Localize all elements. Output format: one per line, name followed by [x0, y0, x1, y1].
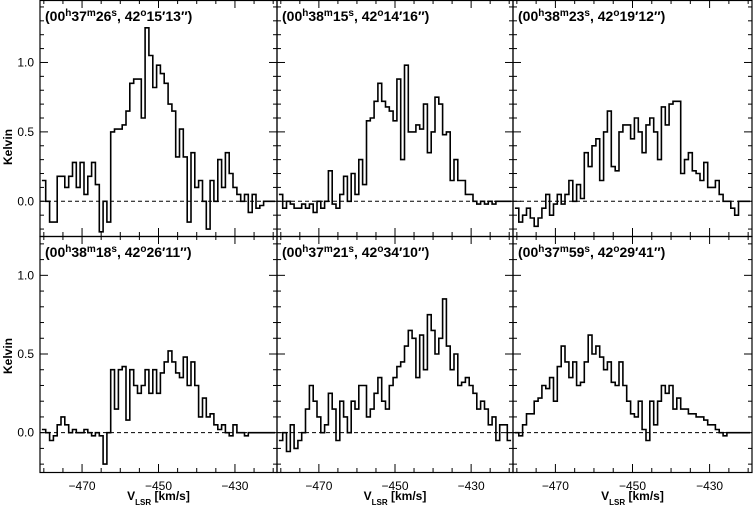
spectrum-panel-2: (00h38m15s, 42o14′16″)	[276, 0, 514, 238]
panels-group: (00h37m26s, 42o15′13″) (00h38m15s, 42o14′…	[39, 0, 753, 474]
panel-title: (00h38m23s, 42o19′12″)	[518, 8, 665, 25]
y-tick-label: 0.5	[17, 347, 34, 361]
spectrum-panel-4: (00h38m18s, 42o26′11″)	[39, 235, 278, 474]
spectrum-line	[514, 100, 751, 228]
x-tick-label: −450	[145, 479, 172, 493]
spectrum-line	[41, 27, 276, 233]
axes-text-group: Kelvin Kelvin 0.0 0.5 1.0 0.0 0.5 1.0 −470 −450…	[1, 55, 723, 506]
x-tick-label: −470	[305, 479, 332, 493]
panel-title: (00h38m15s, 42o14′16″)	[282, 8, 429, 25]
panel-title: (00h38m18s, 42o26′11″)	[45, 244, 192, 261]
y-tick-label: 0.5	[17, 125, 34, 139]
spectrum-line	[278, 64, 512, 214]
x-tick-label: −450	[619, 479, 646, 493]
x-axis-label: VLSR [km/s]	[601, 489, 664, 507]
x-tick-label: −450	[381, 479, 408, 493]
panel-frame	[276, 235, 514, 474]
x-axis-label: VLSR [km/s]	[127, 489, 190, 507]
y-tick-label: 1.0	[17, 55, 34, 69]
x-tick-label: −430	[458, 479, 485, 493]
y-tick-label: 0.0	[17, 194, 34, 208]
panel-title: (00h37m59s, 42o29′41″)	[518, 244, 665, 261]
spectrum-line	[41, 350, 276, 465]
y-tick-label: 1.0	[17, 268, 34, 282]
x-tick-label: −470	[542, 479, 569, 493]
spectrum-panel-1: (00h37m26s, 42o15′13″)	[39, 0, 278, 238]
x-tick-label: −470	[69, 479, 96, 493]
spectrum-panel-6: (00h37m59s, 42o29′41″)	[512, 235, 753, 474]
x-tick-label: −430	[696, 479, 723, 493]
spectrum-panel-3: (00h38m23s, 42o19′12″)	[512, 0, 753, 238]
panel-frame	[39, 235, 278, 474]
spectrum-line	[514, 334, 751, 442]
spectrum-panel-5: (00h37m21s, 42o34′10″)	[276, 235, 514, 474]
spectrum-line	[278, 298, 512, 453]
y-axis-label-top: Kelvin	[1, 129, 15, 165]
x-tick-label: −430	[221, 479, 248, 493]
panel-title: (00h37m21s, 42o34′10″)	[282, 244, 429, 261]
x-axis-label: VLSR [km/s]	[364, 489, 427, 507]
y-tick-label: 0.0	[17, 426, 34, 440]
y-axis-label-bottom: Kelvin	[1, 338, 15, 374]
panel-title: (00h37m26s, 42o15′13″)	[45, 8, 192, 25]
panel-frame	[512, 235, 753, 474]
